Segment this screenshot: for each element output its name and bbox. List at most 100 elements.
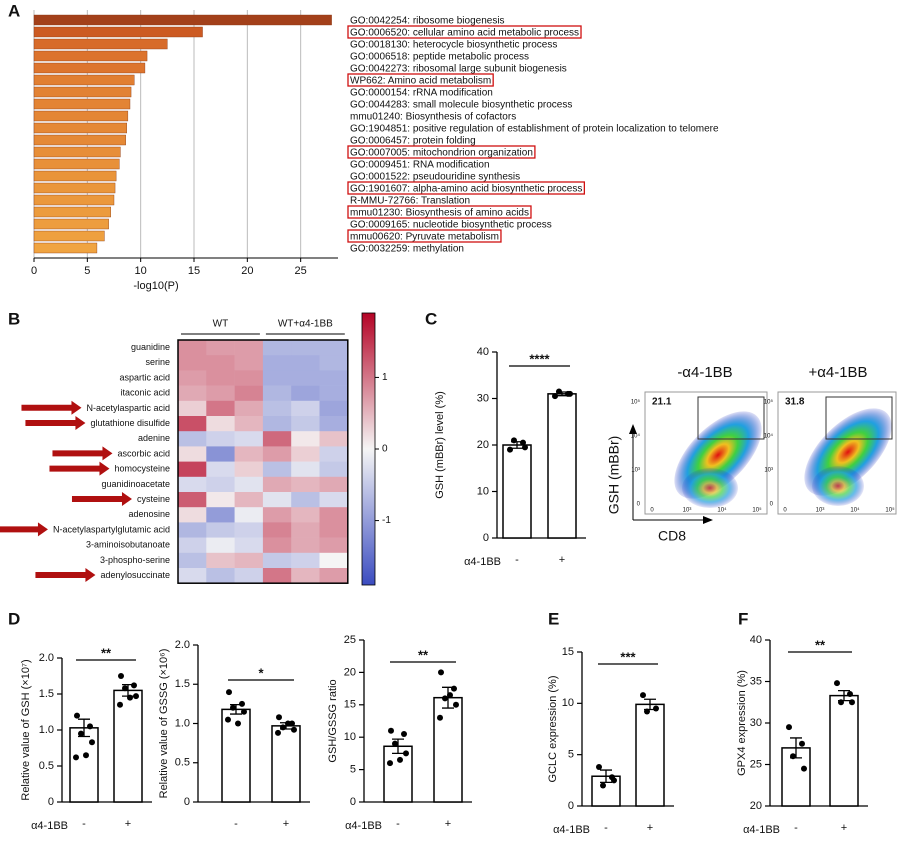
panel-label: B bbox=[8, 309, 20, 328]
data-point bbox=[453, 701, 459, 708]
heat-cell bbox=[206, 522, 235, 538]
y-tick-label: 25 bbox=[344, 634, 356, 646]
data-point bbox=[118, 673, 124, 679]
term-label: GO:0009451: RNA modification bbox=[350, 160, 490, 171]
x-tick-label: - bbox=[515, 554, 519, 566]
heat-cell bbox=[319, 522, 349, 538]
data-point bbox=[552, 393, 558, 400]
term-label: WP662: Amino acid metabolism bbox=[350, 76, 491, 87]
heat-cell bbox=[178, 537, 207, 554]
row-label: N-acetylaspartic acid bbox=[86, 403, 170, 413]
data-point bbox=[640, 692, 646, 699]
heat-cell bbox=[262, 568, 292, 584]
heat-cell bbox=[178, 340, 207, 356]
bar bbox=[547, 393, 577, 539]
heat-cell bbox=[319, 568, 349, 584]
data-point bbox=[611, 777, 617, 784]
data-point bbox=[291, 726, 297, 733]
x-tick-label: + bbox=[841, 822, 847, 834]
y-tick-label: 20 bbox=[344, 666, 356, 678]
significance: ** bbox=[815, 637, 826, 652]
heat-cell bbox=[178, 476, 207, 493]
colorbar bbox=[361, 312, 376, 586]
row-label: 3-phospho-serine bbox=[100, 555, 170, 565]
data-point bbox=[447, 692, 453, 699]
heat-cell bbox=[178, 446, 207, 462]
arrow-head bbox=[629, 424, 637, 434]
y-tick-label: 2.0 bbox=[175, 639, 190, 651]
flow-plots: -α4-1BB +α4-1BB 21.1 31.8 GSH (mBBr) CD8 bbox=[606, 364, 897, 544]
data-point bbox=[556, 388, 562, 395]
heat-cell bbox=[291, 355, 320, 371]
heat-cell bbox=[319, 492, 349, 508]
y-tick-label: 40 bbox=[750, 634, 762, 646]
heat-cell bbox=[319, 340, 349, 356]
colorbar-tick-label: 0 bbox=[382, 444, 388, 455]
heat-cell bbox=[262, 522, 292, 538]
bar bbox=[33, 62, 146, 74]
heat-cell bbox=[234, 522, 264, 538]
row-label: N-acetylaspartylglutamic acid bbox=[53, 524, 170, 534]
x-axis-label: -log10(P) bbox=[133, 280, 178, 292]
term-label: R-MMU-72766: Translation bbox=[350, 196, 470, 207]
x-axis-label: α4-1BB bbox=[743, 824, 780, 836]
heat-cell bbox=[319, 476, 349, 493]
data-point bbox=[226, 689, 232, 696]
heat-cell bbox=[206, 431, 235, 447]
density bbox=[812, 466, 864, 506]
group-label: WT+α4-1BB bbox=[278, 319, 333, 330]
heat-cell bbox=[206, 385, 235, 402]
data-point bbox=[596, 763, 602, 770]
data-point bbox=[276, 714, 282, 721]
x-axis-label: α4-1BB bbox=[553, 824, 590, 836]
x-tick-label: + bbox=[445, 818, 451, 830]
term-label: GO:0007005: mitochondrion organization bbox=[350, 148, 533, 159]
heat-cell bbox=[234, 370, 264, 386]
data-point bbox=[451, 685, 457, 692]
heat-cell bbox=[178, 507, 207, 523]
x-tick-label: + bbox=[647, 822, 653, 834]
x-tick-label: - bbox=[82, 818, 86, 830]
heat-cell bbox=[262, 370, 292, 386]
x-tick-label: 10 bbox=[135, 265, 147, 277]
row-label: adenylosuccinate bbox=[100, 570, 170, 580]
heat-cell bbox=[262, 552, 292, 569]
bar bbox=[33, 242, 98, 254]
x-axis-label: α4-1BB bbox=[31, 820, 68, 832]
x-tick-label: 5 bbox=[84, 265, 90, 277]
bar bbox=[502, 444, 532, 539]
heat-cell bbox=[206, 340, 235, 356]
row-label: glutathione disulfide bbox=[90, 418, 170, 428]
y-tick-label: 20 bbox=[477, 439, 489, 451]
highlight-box bbox=[347, 73, 494, 87]
bar bbox=[271, 725, 301, 803]
flow-tick-label: 0 bbox=[650, 508, 654, 514]
y-tick-label: 30 bbox=[477, 392, 489, 404]
flow-tick-label: 0 bbox=[770, 502, 774, 508]
term-label: GO:0006518: peptide metabolic process bbox=[350, 52, 529, 63]
bar bbox=[635, 703, 665, 807]
heat-cell bbox=[206, 400, 235, 417]
bar bbox=[33, 86, 132, 98]
flow-title: -α4-1BB bbox=[677, 364, 732, 381]
heat-cell bbox=[234, 537, 264, 554]
term-label: GO:1901607: alpha-amino acid biosyntheti… bbox=[350, 184, 582, 195]
heat-cell bbox=[234, 385, 264, 402]
heat-cell bbox=[262, 416, 292, 432]
data-point bbox=[838, 699, 844, 706]
heat-cell bbox=[319, 537, 349, 554]
data-point bbox=[403, 750, 409, 757]
data-point bbox=[275, 729, 281, 736]
data-point bbox=[280, 724, 286, 731]
x-axis-label: α4-1BB bbox=[464, 556, 501, 568]
significance: *** bbox=[620, 649, 636, 664]
flow-title: +α4-1BB bbox=[808, 364, 867, 381]
x-axis-label: α4-1BB bbox=[345, 820, 382, 832]
panel-label: A bbox=[8, 1, 20, 20]
data-point bbox=[397, 756, 403, 763]
row-label: 3-aminoisobutanoate bbox=[86, 540, 170, 550]
heat-cell bbox=[234, 431, 264, 447]
heat-cell bbox=[291, 385, 320, 402]
y-axis-label: GSH (mBBr) level (%) bbox=[434, 391, 446, 499]
row-label: adenosine bbox=[128, 509, 170, 519]
